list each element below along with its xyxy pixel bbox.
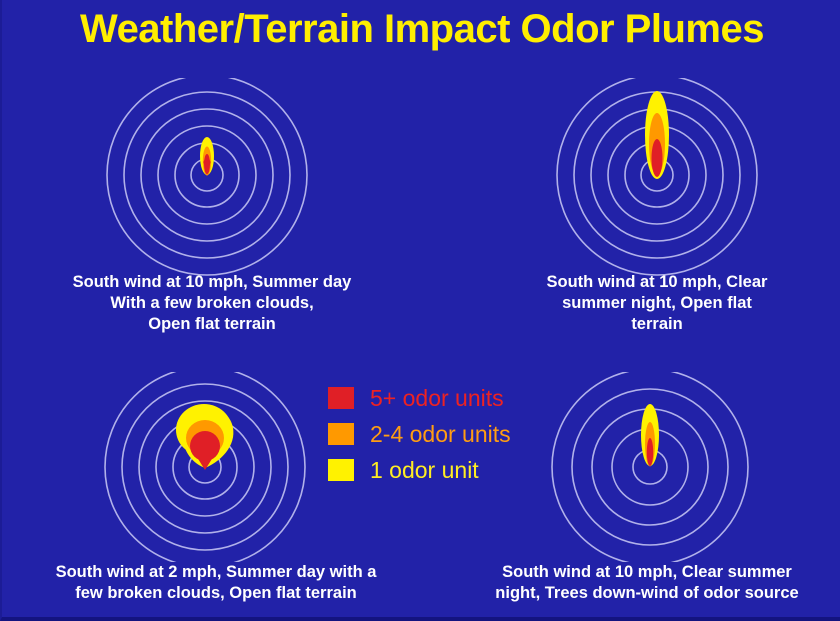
page-title: Weather/Terrain Impact Odor Plumes [80, 7, 764, 51]
legend: 5+ odor units 2-4 odor units 1 odor unit [328, 380, 511, 488]
caption-bottom-right: South wind at 10 mph, Clear summer night… [495, 563, 799, 602]
yellow-swatch [328, 459, 354, 481]
plume-diagram-bottom-right [540, 372, 760, 562]
legend-label-5-plus: 5+ odor units [370, 384, 504, 411]
odor-plume-top-left [200, 137, 214, 176]
red-swatch [328, 387, 354, 409]
caption-bottom-left: South wind at 2 mph, Summer day with a f… [55, 563, 377, 602]
plume-diagram-bottom-left [90, 372, 320, 562]
plume-diagram-top-right [547, 78, 767, 278]
legend-item-5-plus: 5+ odor units [328, 380, 511, 416]
concentric-rings-top-left [106, 78, 308, 276]
legend-label-2-to-4: 2-4 odor units [370, 420, 511, 447]
concentric-rings-bottom-left [104, 372, 306, 562]
concentric-rings-bottom-right [551, 372, 749, 562]
odor-plume-bottom-left [176, 404, 234, 470]
caption-top-left: South wind at 10 mph, Summer day With a … [72, 273, 352, 333]
legend-item-1-unit: 1 odor unit [328, 452, 511, 488]
legend-label-1-unit: 1 odor unit [370, 456, 479, 483]
caption-top-right: South wind at 10 mph, Clear summer night… [546, 273, 768, 333]
legend-item-2-to-4: 2-4 odor units [328, 416, 511, 452]
odor-plume-top-right [645, 91, 669, 179]
orange-swatch [328, 423, 354, 445]
concentric-rings-top-right [556, 78, 758, 276]
plume-diagram-top-left [97, 78, 317, 278]
odor-plume-bottom-right [641, 404, 659, 467]
